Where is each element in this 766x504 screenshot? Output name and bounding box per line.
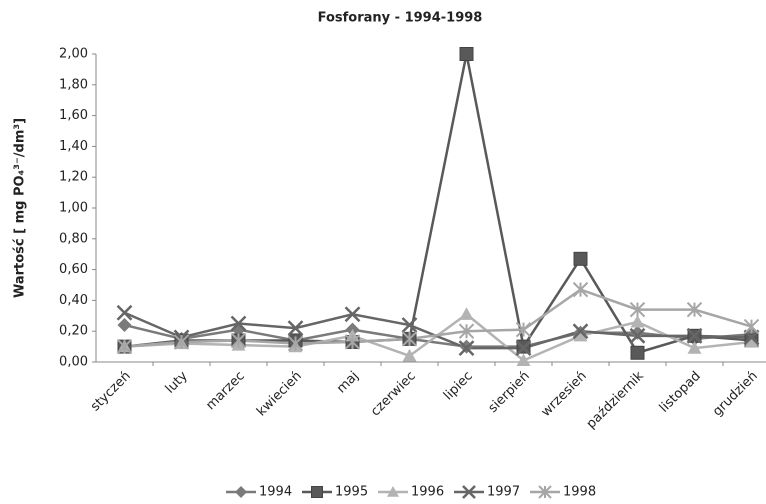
marker [311, 486, 323, 498]
marker [573, 251, 588, 266]
marker [743, 329, 760, 346]
marker [630, 325, 645, 340]
series-line [124, 323, 752, 348]
marker [344, 334, 361, 350]
marker [344, 306, 361, 323]
series-line [124, 311, 752, 350]
x-tick-label: sierpień [486, 369, 533, 416]
y-tick-label: 0,60 [59, 262, 88, 277]
legend-label: 1996 [411, 485, 444, 500]
marker [515, 340, 532, 357]
marker [458, 340, 475, 357]
x-tick-label: kwiecień [254, 369, 305, 420]
y-tick-label: 0,40 [59, 293, 88, 308]
series-line [124, 288, 752, 348]
marker [630, 314, 645, 328]
marker [744, 334, 759, 348]
x-tick-label: listopad [657, 369, 704, 416]
y-tick-label: 2,00 [59, 47, 88, 62]
y-tick-label: 1,60 [59, 108, 88, 123]
marker [116, 338, 133, 355]
x-tick-label: styczeń [88, 369, 134, 415]
marker [630, 345, 645, 360]
legend-label: 1997 [487, 485, 520, 500]
y-tick-label: 1,00 [59, 201, 88, 216]
marker [116, 304, 133, 321]
y-tick-label: 1,40 [59, 139, 88, 154]
marker [287, 320, 304, 337]
marker [401, 331, 418, 347]
x-tick-label: maj [334, 369, 362, 397]
marker [287, 335, 304, 352]
marker [402, 348, 417, 362]
y-tick-label: 0,80 [59, 231, 88, 246]
x-tick-label: grudzień [710, 369, 761, 420]
marker [538, 485, 552, 499]
y-axis-label: Wartość [ mg PO₄³⁻/dm³] [13, 118, 28, 298]
legend-label: 1994 [259, 485, 292, 500]
marker [230, 332, 247, 349]
y-tick-label: 0,20 [59, 324, 88, 339]
marker [686, 301, 703, 318]
marker [573, 328, 588, 342]
legend-label: 1995 [335, 485, 368, 500]
marker [687, 341, 702, 354]
x-tick-label: czerwiec [368, 369, 419, 420]
marker [459, 307, 474, 320]
marker [515, 321, 532, 338]
marker [462, 485, 476, 499]
marker [230, 315, 247, 332]
x-tick-label: październik [584, 368, 647, 431]
legend-label: 1998 [563, 485, 596, 500]
marker [686, 327, 703, 344]
marker [629, 327, 646, 344]
marker [387, 486, 399, 497]
x-tick-label: luty [163, 368, 191, 396]
x-tick-label: marzec [203, 369, 248, 414]
marker [629, 301, 646, 318]
marker [117, 318, 132, 333]
chart-title: Fosforany - 1994-1998 [318, 11, 483, 26]
series-line [124, 53, 752, 355]
x-tick-label: lipiec [441, 369, 476, 404]
marker [743, 318, 760, 335]
marker [572, 323, 589, 340]
marker [173, 334, 190, 350]
x-tick-label: wrzesień [539, 369, 590, 420]
marker [572, 281, 589, 298]
marker [459, 47, 474, 61]
y-tick-label: 0,00 [59, 355, 88, 370]
y-tick-label: 1,80 [59, 77, 88, 92]
marker [235, 486, 247, 498]
marker [401, 317, 418, 333]
marker [458, 323, 475, 339]
marker [516, 353, 531, 367]
y-tick-label: 1,20 [59, 170, 88, 185]
